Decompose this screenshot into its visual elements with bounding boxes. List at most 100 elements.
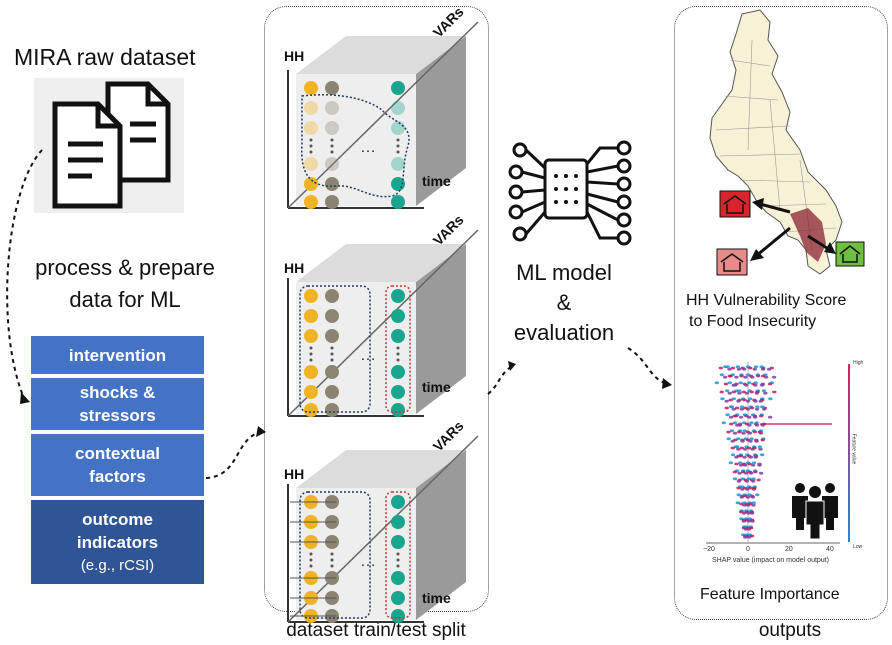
shap-point bbox=[763, 391, 768, 395]
axis-hh-3: HH bbox=[284, 466, 305, 482]
shap-point bbox=[757, 430, 762, 434]
cube-ellipsis-dot bbox=[330, 552, 334, 556]
shap-point bbox=[747, 423, 752, 427]
shap-point bbox=[724, 406, 729, 410]
shap-point bbox=[767, 415, 773, 419]
shap-point bbox=[739, 374, 744, 378]
cube-data-dot bbox=[304, 101, 318, 115]
shap-point bbox=[743, 447, 748, 451]
shap-point bbox=[741, 390, 746, 394]
shap-point bbox=[757, 445, 763, 449]
shap-point bbox=[735, 365, 740, 369]
shap-point bbox=[751, 479, 756, 483]
shap-point bbox=[750, 495, 756, 499]
shap-point bbox=[743, 375, 748, 379]
shap-point bbox=[722, 375, 728, 379]
cube-data-dot bbox=[391, 609, 405, 623]
shap-tick-1: −20 bbox=[703, 546, 715, 553]
shap-point bbox=[750, 519, 755, 523]
cube-data-dot bbox=[391, 403, 405, 417]
shap-point bbox=[744, 479, 750, 483]
training-selection-outline bbox=[301, 94, 410, 198]
shap-point bbox=[746, 446, 752, 450]
shap-low-label: Low bbox=[853, 544, 863, 550]
shap-feature-value-label: Feature value bbox=[850, 433, 857, 465]
shap-point bbox=[747, 381, 752, 385]
shap-point bbox=[751, 461, 757, 465]
split-caption: dataset train/test split bbox=[286, 620, 466, 641]
shap-point bbox=[752, 430, 758, 434]
shap-point bbox=[758, 414, 764, 418]
outputs-caption: outputs bbox=[758, 620, 822, 641]
cube-data-dot bbox=[391, 81, 405, 95]
shap-point bbox=[753, 470, 758, 474]
cube-ellipsis-dot bbox=[396, 144, 400, 148]
cube-data-dot bbox=[304, 365, 318, 379]
cube-data-dot bbox=[391, 101, 405, 115]
cube-ellipsis-dot bbox=[396, 150, 400, 154]
feature-importance-caption: Feature Importance bbox=[700, 586, 840, 603]
box-contextual: contextual factors bbox=[31, 434, 204, 496]
shap-point bbox=[730, 446, 735, 450]
shap-point bbox=[727, 381, 733, 385]
shap-point bbox=[767, 382, 773, 386]
shap-point bbox=[771, 375, 777, 379]
shap-point bbox=[726, 437, 731, 441]
shap-point bbox=[718, 366, 723, 370]
shap-point bbox=[727, 367, 732, 371]
shap-point bbox=[759, 383, 765, 387]
shap-axis-label: SHAP value (impact on model output) bbox=[712, 557, 829, 564]
shap-point bbox=[759, 453, 765, 457]
shap-point bbox=[748, 455, 754, 459]
shap-point bbox=[725, 413, 730, 417]
shap-point bbox=[735, 445, 740, 449]
shap-point bbox=[735, 406, 740, 410]
shap-point bbox=[732, 383, 738, 387]
shap-point bbox=[741, 431, 746, 435]
shap-point bbox=[736, 486, 741, 490]
shap-point bbox=[745, 495, 751, 499]
shap-point bbox=[759, 365, 764, 369]
cube-side-face bbox=[416, 450, 466, 620]
shap-point bbox=[738, 461, 743, 465]
cube-data-dot bbox=[325, 195, 339, 209]
shap-point bbox=[742, 398, 747, 402]
shap-point bbox=[730, 366, 736, 370]
cube-ellipsis-dot bbox=[396, 552, 400, 556]
shap-point bbox=[728, 415, 734, 419]
shap-point bbox=[757, 463, 762, 467]
cube-data-dot bbox=[304, 157, 318, 171]
shap-point bbox=[729, 422, 734, 426]
cube-ellipsis-dot bbox=[330, 358, 334, 362]
cube-ellipsis-dot bbox=[309, 150, 313, 154]
shap-point bbox=[719, 373, 725, 377]
shap-point bbox=[739, 405, 745, 409]
shap-point bbox=[760, 438, 765, 442]
cube-ellipsis-dot bbox=[330, 352, 334, 356]
cube-data-dot bbox=[325, 365, 339, 379]
cube-side-face bbox=[416, 244, 466, 414]
cube-data-dot bbox=[325, 329, 339, 343]
shap-point bbox=[742, 429, 747, 433]
process-label: process & prepare data for ML bbox=[10, 252, 240, 316]
cube-data-dot bbox=[325, 177, 339, 191]
shap-point bbox=[727, 391, 732, 395]
shap-point bbox=[755, 390, 760, 394]
cube-data-dot bbox=[304, 329, 318, 343]
shap-point bbox=[748, 486, 753, 490]
shap-point bbox=[754, 439, 759, 443]
shap-point bbox=[734, 375, 739, 379]
cube-data-dot bbox=[304, 121, 318, 135]
cube-top-face bbox=[296, 244, 466, 282]
cube-ellipsis-dot bbox=[330, 558, 334, 562]
shap-point bbox=[726, 430, 731, 434]
shap-point bbox=[736, 437, 741, 441]
cube-data-dot bbox=[304, 385, 318, 399]
shap-point bbox=[753, 383, 758, 387]
shap-point bbox=[762, 407, 767, 411]
cube-ellipsis-dot bbox=[309, 358, 313, 362]
map-caption: HH Vulnerability Score to Food Insecurit… bbox=[686, 292, 847, 330]
cube-ellipsis-dot bbox=[309, 558, 313, 562]
shap-point bbox=[739, 446, 745, 450]
shap-point bbox=[760, 367, 766, 371]
